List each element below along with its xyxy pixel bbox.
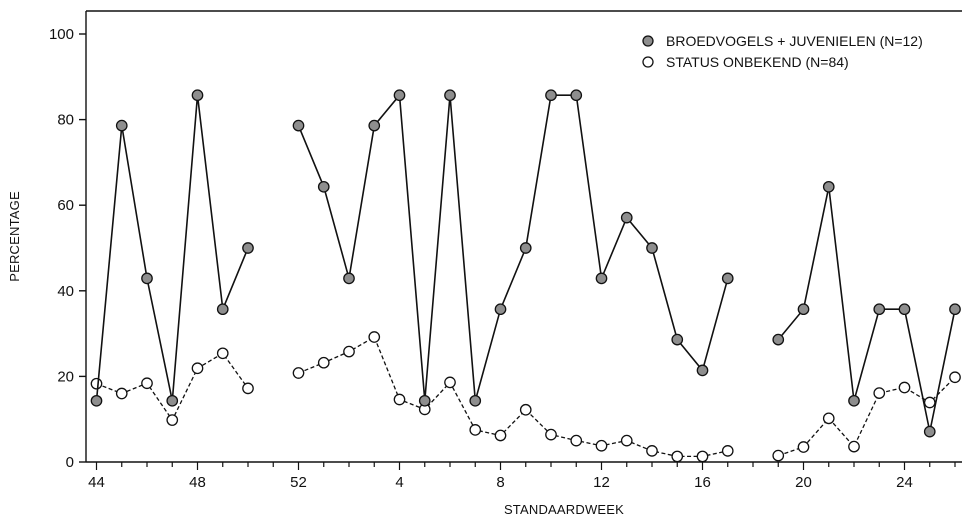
x-tick-label: 52 [290,474,307,491]
data-point-1 [469,424,482,436]
data-point-1 [242,382,254,395]
data-point-1 [646,445,658,457]
data-point-1 [620,434,633,447]
y-tick-label: 100 [49,26,74,43]
legend-label-1: STATUS ONBEKEND (N=84) [666,54,849,70]
data-point-0 [141,272,153,285]
data-point-0 [595,272,608,285]
data-point-0 [898,303,911,316]
data-point-1 [696,450,709,463]
data-point-1 [90,377,103,390]
y-axis-title: PERCENTAGE [7,191,22,282]
data-point-1 [570,434,583,447]
series-line-0 [297,93,729,402]
data-point-0 [646,242,658,254]
data-point-1 [141,377,153,390]
x-tick-label: 4 [395,474,403,491]
data-point-1 [216,347,229,360]
data-point-0 [570,89,583,102]
y-tick-label: 0 [66,454,74,471]
y-tick-label: 60 [57,197,74,214]
data-point-0 [418,394,431,407]
data-point-1 [444,376,456,389]
x-tick-label: 8 [496,474,504,491]
y-tick-label: 40 [57,283,74,300]
data-point-0 [90,394,103,407]
data-point-0 [545,89,557,102]
data-point-0 [671,333,684,346]
x-tick-label: 48 [189,474,206,491]
data-point-0 [822,180,835,193]
data-point-1 [822,412,835,425]
data-point-0 [519,242,532,254]
data-point-1 [519,403,532,416]
data-point-1 [923,396,936,409]
data-point-0 [873,303,886,316]
data-point-1 [721,445,734,457]
x-tick-label: 44 [88,474,105,491]
data-point-1 [166,414,179,426]
data-point-0 [923,425,936,438]
data-point-0 [115,119,128,132]
data-point-0 [721,272,734,285]
legend-marker-0 [642,35,654,47]
data-point-1 [873,387,886,399]
x-tick-label: 16 [694,474,711,491]
legend-marker-1 [642,56,654,68]
data-point-0 [368,119,381,132]
series-line-1 [778,376,956,457]
data-point-1 [545,428,557,441]
data-point-1 [292,367,305,379]
data-point-1 [191,362,204,375]
data-point-0 [317,180,330,193]
data-point-0 [620,211,633,224]
data-point-0 [393,89,406,102]
x-tick-label: 20 [795,474,812,491]
data-point-1 [343,345,355,358]
series-line-1 [298,336,728,458]
data-point-1 [898,381,911,394]
x-axis-title: STANDAARDWEEK [504,502,624,517]
data-point-0 [772,333,785,346]
x-tick-label: 12 [593,474,610,491]
data-point-1 [317,356,330,369]
data-point-1 [772,449,785,462]
data-point-1 [368,331,381,343]
data-point-0 [469,394,482,407]
x-tick-label: 24 [896,474,913,491]
data-point-0 [292,119,305,132]
data-point-0 [343,272,355,285]
data-point-1 [949,371,961,384]
data-point-0 [216,303,229,316]
data-point-1 [797,441,810,453]
series-line-0 [777,186,956,432]
data-point-1 [671,450,684,463]
data-point-1 [393,393,406,406]
data-point-1 [848,440,860,453]
legend-label-0: BROEDVOGELS + JUVENIELEN (N=12) [666,33,923,49]
data-point-0 [166,394,179,407]
data-point-0 [191,89,204,102]
data-point-0 [494,303,507,316]
data-point-0 [696,364,709,377]
y-tick-label: 80 [57,112,74,129]
data-point-0 [797,303,810,316]
data-point-1 [494,429,507,442]
data-point-0 [848,394,860,407]
data-point-0 [949,303,961,316]
data-point-0 [242,242,254,254]
series-line-1 [96,352,249,422]
y-tick-label: 20 [57,368,74,385]
data-point-0 [444,89,456,102]
data-point-1 [595,439,608,452]
data-point-1 [115,387,128,400]
